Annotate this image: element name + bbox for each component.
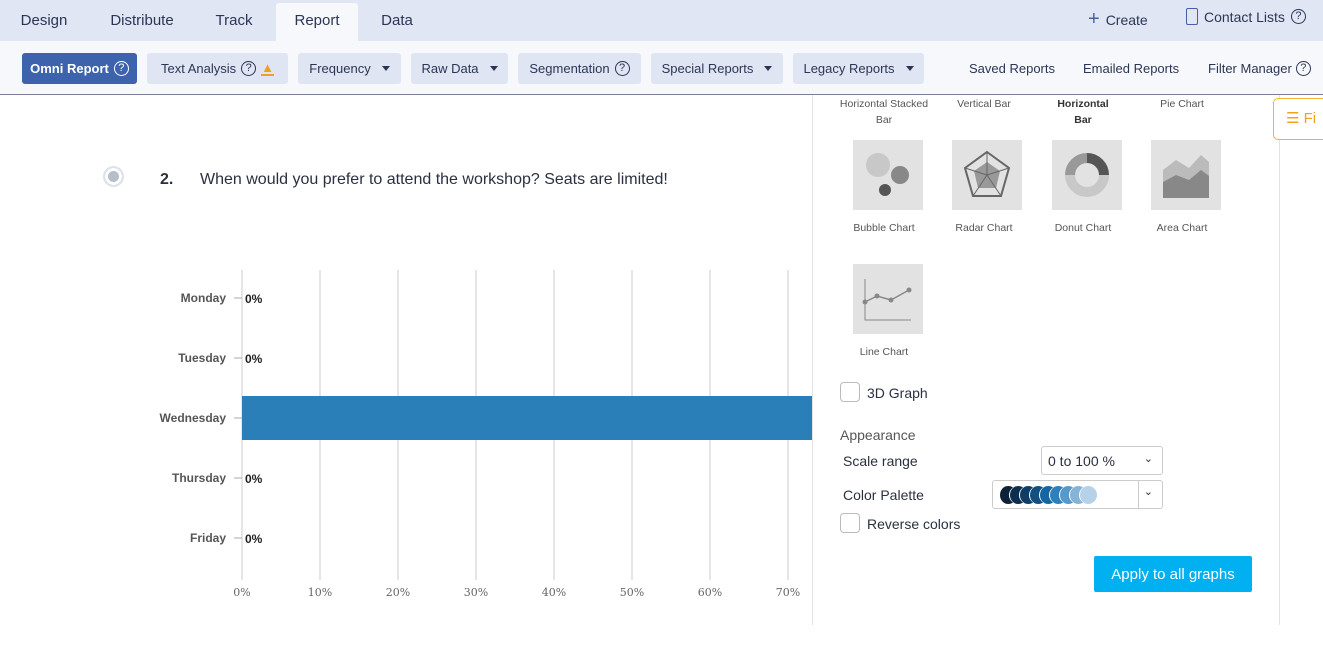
help-icon: ? bbox=[241, 61, 257, 76]
bar bbox=[242, 396, 812, 440]
chart-type-pie[interactable]: Pie Chart bbox=[1160, 98, 1204, 110]
scale-range-label: Scale range bbox=[843, 453, 918, 469]
y-tick-label: Thursday bbox=[172, 471, 226, 485]
filter-icon: ☰ bbox=[1286, 110, 1300, 127]
report-toolbar: Omni Report? Text Analysis? ▲ Frequency R… bbox=[0, 41, 1323, 95]
chevron-down-icon: ⌄ bbox=[1143, 486, 1153, 498]
saved-reports-link[interactable]: Saved Reports bbox=[969, 61, 1055, 76]
chart-type-horizontal-bar[interactable]: Horizontal Bar bbox=[1057, 98, 1109, 126]
bubble-chart-icon[interactable] bbox=[853, 140, 923, 210]
emailed-reports-link[interactable]: Emailed Reports bbox=[1083, 61, 1180, 76]
special-reports-dropdown[interactable]: Special Reports bbox=[651, 53, 783, 84]
help-icon: ? bbox=[113, 61, 129, 76]
3d-graph-label: 3D Graph bbox=[867, 385, 928, 401]
help-icon: ? bbox=[1295, 61, 1311, 76]
y-tick-label: Wednesday bbox=[160, 411, 227, 425]
apply-to-all-graphs-button[interactable]: Apply to all graphs bbox=[1094, 556, 1252, 592]
contact-lists-button[interactable]: Contact Lists? bbox=[1186, 8, 1306, 25]
help-icon[interactable]: ? bbox=[1290, 9, 1306, 24]
reverse-colors-checkbox[interactable] bbox=[840, 513, 860, 533]
x-tick-label: 10% bbox=[308, 586, 332, 599]
bar-chart: 0% 10% 20% 30% 40% 50% 60% 70% Monday 0% Tuesday 0%… bbox=[0, 260, 812, 610]
tab-data[interactable]: Data bbox=[381, 12, 413, 29]
bubble-chart-label: Bubble Chart bbox=[853, 222, 915, 234]
x-tick-label: 50% bbox=[620, 586, 644, 599]
donut-chart-label: Donut Chart bbox=[1054, 222, 1112, 234]
x-tick-label: 60% bbox=[698, 586, 722, 599]
chart-options-panel bbox=[812, 95, 1280, 625]
area-chart-label: Area Chart bbox=[1156, 222, 1208, 234]
x-tick-label: 20% bbox=[386, 586, 410, 599]
help-icon: ? bbox=[614, 61, 630, 76]
raw-data-dropdown[interactable]: Raw Data bbox=[411, 53, 508, 84]
tab-distribute[interactable]: Distribute bbox=[110, 12, 174, 29]
color-palette-label: Color Palette bbox=[843, 487, 924, 503]
question-radio[interactable] bbox=[103, 166, 124, 187]
legacy-reports-dropdown[interactable]: Legacy Reports bbox=[793, 53, 924, 84]
x-tick-label: 70% bbox=[776, 586, 800, 599]
chart-type-horizontal-stacked-bar[interactable]: Horizontal Stacked Bar bbox=[839, 98, 929, 126]
omni-report-button[interactable]: Omni Report? bbox=[22, 53, 137, 84]
data-label: 0% bbox=[245, 352, 263, 366]
x-tick-label: 30% bbox=[464, 586, 488, 599]
line-chart-label: Line Chart bbox=[859, 346, 909, 358]
data-label: 0% bbox=[245, 472, 263, 486]
question-number: 2. bbox=[160, 171, 174, 188]
y-tick-label: Tuesday bbox=[178, 351, 226, 365]
data-label: 0% bbox=[245, 292, 263, 306]
color-palette-select[interactable]: ⌄ bbox=[992, 480, 1163, 509]
y-tick-label: Monday bbox=[181, 291, 227, 305]
text-analysis-button[interactable]: Text Analysis? ▲ bbox=[147, 53, 288, 84]
upgrade-arrow-icon: ▲ bbox=[261, 60, 275, 76]
notebook-icon bbox=[1186, 8, 1198, 25]
area-chart-icon[interactable] bbox=[1151, 140, 1221, 210]
filter-manager-link[interactable]: Filter Manager? bbox=[1208, 61, 1311, 76]
caret-down-icon bbox=[489, 66, 498, 71]
tab-report[interactable]: Report bbox=[276, 3, 358, 41]
line-chart-icon[interactable] bbox=[853, 264, 923, 334]
x-tick-label: 0% bbox=[233, 586, 250, 599]
y-tick-label: Friday bbox=[190, 531, 226, 545]
frequency-dropdown[interactable]: Frequency bbox=[298, 53, 401, 84]
tab-track[interactable]: Track bbox=[215, 12, 253, 29]
scale-range-select[interactable]: 0 to 100 % ⌄ bbox=[1041, 446, 1163, 475]
3d-graph-checkbox[interactable] bbox=[840, 382, 860, 402]
x-tick-label: 40% bbox=[542, 586, 566, 599]
filter-button[interactable]: ☰ Fi bbox=[1273, 98, 1323, 140]
caret-down-icon bbox=[381, 66, 390, 71]
radar-chart-label: Radar Chart bbox=[955, 222, 1013, 234]
palette-swatch bbox=[1079, 486, 1097, 504]
question-text: When would you prefer to attend the work… bbox=[200, 171, 668, 188]
data-label: 0% bbox=[245, 532, 263, 546]
donut-chart-icon[interactable] bbox=[1052, 140, 1122, 210]
radar-chart-icon[interactable] bbox=[952, 140, 1022, 210]
plus-icon: + bbox=[1088, 8, 1100, 30]
chart-type-vertical-bar[interactable]: Vertical Bar bbox=[957, 98, 1011, 110]
tab-design[interactable]: Design bbox=[20, 12, 68, 29]
caret-down-icon bbox=[764, 66, 773, 71]
top-nav: Design Distribute Track Report Data + Cre… bbox=[0, 0, 1323, 41]
segmentation-button[interactable]: Segmentation? bbox=[518, 53, 641, 84]
caret-down-icon bbox=[905, 66, 914, 71]
reverse-colors-label: Reverse colors bbox=[867, 516, 961, 532]
create-button[interactable]: + Create bbox=[1088, 8, 1148, 30]
chevron-down-icon: ⌄ bbox=[1143, 453, 1153, 465]
appearance-heading: Appearance bbox=[840, 427, 916, 443]
